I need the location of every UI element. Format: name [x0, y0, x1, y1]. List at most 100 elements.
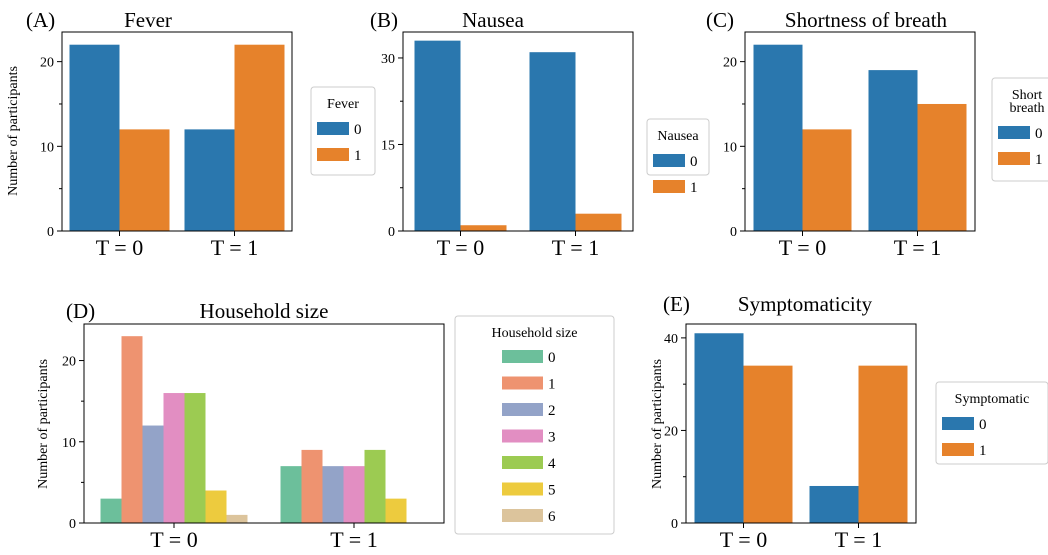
- bar-d-series4-0: [184, 393, 206, 523]
- bar-d-series5-0: [205, 490, 227, 523]
- plot-frame: [83, 323, 445, 524]
- chart-title: Nausea: [462, 8, 524, 32]
- legend-entry-label: 1: [1035, 152, 1043, 168]
- legend-swatch-1: [502, 376, 543, 390]
- legend-swatch-0: [317, 122, 349, 135]
- plot-frame: [61, 31, 293, 232]
- legend-swatch-2: [502, 403, 543, 416]
- legend-swatch-1: [942, 443, 974, 456]
- y-tick-label: 10: [62, 436, 76, 451]
- legend-swatch-0: [502, 350, 543, 363]
- x-tick-label: T = 1: [835, 527, 882, 550]
- panel-b: 0 15 30 T = 0 T = 1 (B) Nausea Nausea 0 1: [370, 8, 710, 260]
- bar-d-series2-1: [322, 466, 344, 523]
- panel-label: (B): [370, 8, 398, 32]
- legend-entry-label: 2: [548, 403, 556, 419]
- legend: Fever 0 1: [310, 86, 376, 176]
- bar-a-series1-1: [234, 44, 285, 231]
- y-tick-label: 0: [69, 517, 76, 532]
- bar-e-series1-0: [743, 365, 793, 523]
- plot-frame: [402, 31, 634, 232]
- y-tick-label: 0: [730, 225, 737, 240]
- y-tick-label: 20: [664, 424, 678, 439]
- bar-c-series0-0: [753, 44, 803, 231]
- bar-b-series1-1: [575, 213, 622, 231]
- y-axis-label: Number of participants: [36, 359, 51, 489]
- y-tick-label: 0: [47, 225, 54, 240]
- x-tick-label: T = 0: [437, 235, 484, 260]
- x-tick-label: T = 0: [720, 527, 767, 550]
- bar-d-series5-1: [385, 498, 407, 523]
- bar-c-series1-1: [917, 103, 967, 231]
- legend-title: breath: [1010, 101, 1045, 116]
- bar-d-series3-1: [343, 466, 365, 523]
- chart-title: Symptomaticity: [738, 292, 873, 316]
- y-tick-label: 20: [723, 56, 737, 71]
- chart-title: Household size: [200, 299, 329, 323]
- bar-d-series6-0: [226, 514, 248, 523]
- y-tick-label: 15: [381, 138, 395, 153]
- panel-label: (A): [26, 8, 55, 32]
- bar-d-series2-0: [142, 425, 164, 523]
- legend-entry-label: 0: [1035, 126, 1043, 142]
- bar-c-series0-1: [868, 70, 918, 231]
- legend-entry-label: 1: [548, 377, 556, 393]
- legend: Symptomatic 0 1: [935, 381, 1048, 465]
- legend-entry-label: 5: [548, 483, 556, 499]
- legend-entry-label: 1: [690, 180, 698, 196]
- x-tick-label: T = 1: [894, 235, 941, 260]
- x-tick-label: T = 1: [330, 527, 377, 550]
- y-tick-label: 0: [671, 517, 678, 532]
- y-tick-label: 30: [381, 52, 395, 67]
- legend-entry-label: 0: [354, 122, 362, 138]
- chart-title: Fever: [124, 8, 172, 32]
- x-tick-label: T = 1: [552, 235, 599, 260]
- legend-swatch-1: [317, 148, 349, 161]
- y-axis-label: Number of participants: [6, 66, 21, 196]
- legend-title: Household size: [492, 326, 578, 341]
- y-axis-label: Number of participants: [650, 359, 665, 489]
- x-tick-label: T = 0: [150, 527, 197, 550]
- bar-d-series3-0: [163, 393, 185, 523]
- legend-swatch-0: [998, 126, 1030, 139]
- bar-d-series0-0: [100, 498, 122, 523]
- legend-entry-label: 3: [548, 430, 556, 446]
- y-tick-label: 20: [40, 56, 54, 71]
- legend-title: Short: [1012, 88, 1042, 103]
- bar-e-series0-1: [809, 485, 859, 523]
- bar-a-series1-0: [119, 129, 170, 231]
- chart-title: Shortness of breath: [785, 8, 948, 32]
- legend-entry-label: 0: [548, 350, 556, 366]
- panel-e: 0 20 40 T = 0 T = 1 (E) Symptomaticity Number o…: [650, 292, 1048, 552]
- legend-swatch-4: [502, 456, 543, 469]
- bar-e-series1-1: [858, 365, 908, 523]
- plot-frame: [744, 31, 976, 232]
- panel-label: (D): [66, 299, 95, 323]
- legend-entry-label: 1: [354, 148, 362, 164]
- legend-title: Nausea: [657, 129, 699, 144]
- x-tick-label: T = 1: [211, 235, 258, 260]
- legend-swatch-0: [942, 417, 974, 430]
- x-tick-label: T = 0: [96, 235, 143, 260]
- bar-b-series1-0: [460, 225, 507, 231]
- bar-d-series1-1: [301, 449, 323, 523]
- panel-label: (E): [663, 292, 690, 316]
- y-tick-label: 20: [62, 355, 76, 370]
- bar-b-series0-0: [414, 40, 461, 231]
- legend-entry-label: 0: [979, 417, 987, 433]
- legend-entry-label: 6: [548, 509, 556, 525]
- bar-a-series0-0: [69, 44, 120, 231]
- bar-a-series0-1: [184, 129, 235, 231]
- bar-e-series0-0: [694, 333, 744, 523]
- legend-swatch-1: [998, 152, 1030, 165]
- legend-swatch-1: [653, 180, 685, 193]
- x-tick-label: T = 0: [779, 235, 826, 260]
- bar-b-series0-1: [529, 52, 576, 232]
- legend-entry-label: 0: [690, 154, 698, 170]
- legend-swatch-0: [653, 154, 685, 167]
